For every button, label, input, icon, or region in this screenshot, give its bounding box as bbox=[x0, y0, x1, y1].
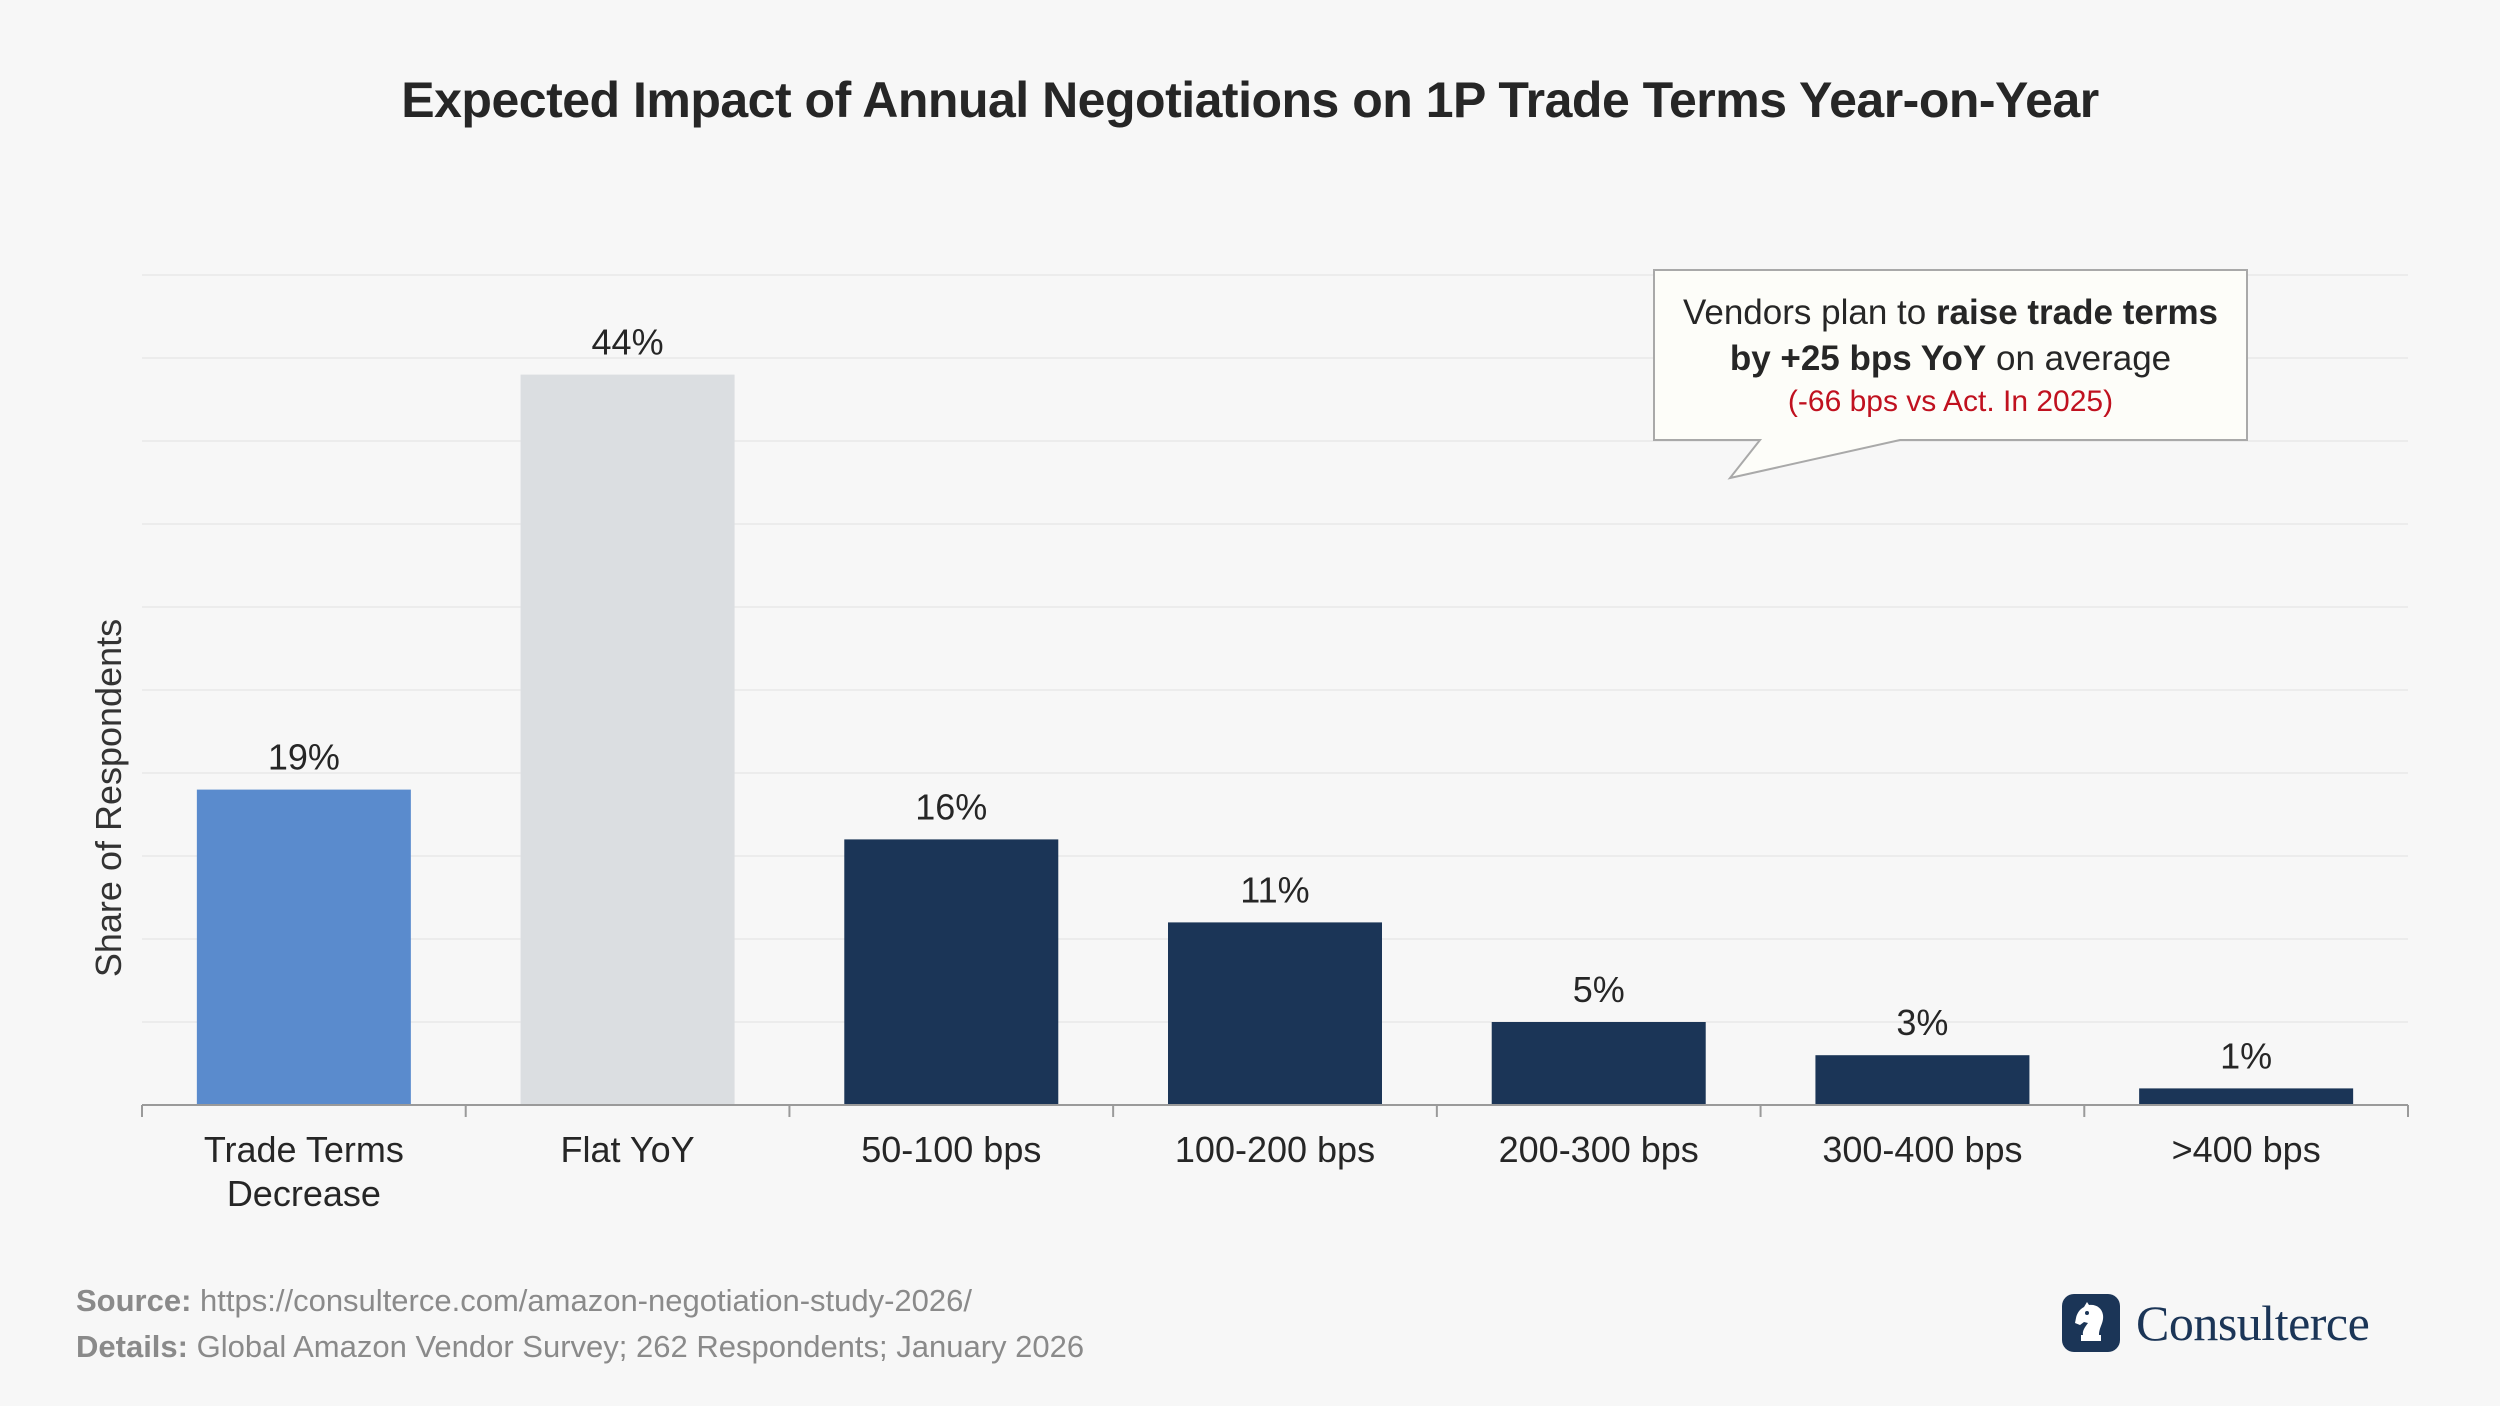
bar bbox=[1491, 1022, 1706, 1105]
source-link[interactable]: https://consulterce.com/amazon-negotiati… bbox=[191, 1283, 973, 1318]
x-tick-label: 50-100 bps bbox=[861, 1129, 1041, 1170]
callout: Vendors plan to raise trade terms by +25… bbox=[1654, 290, 2247, 422]
bars bbox=[196, 374, 2354, 1106]
bar bbox=[1168, 922, 1382, 1105]
data-label: 16% bbox=[915, 786, 987, 827]
callout-bubble bbox=[1653, 269, 2248, 480]
bar bbox=[520, 374, 735, 1106]
knight-chess-icon bbox=[2062, 1294, 2120, 1352]
x-tick-label: Decrease bbox=[227, 1173, 381, 1214]
bar bbox=[844, 839, 1059, 1105]
x-tick-label: 100-200 bps bbox=[1175, 1129, 1375, 1170]
x-tick-label: Trade Terms bbox=[204, 1129, 404, 1170]
data-label: 3% bbox=[1896, 1002, 1948, 1043]
callout-line-1: Vendors plan to raise trade terms bbox=[1682, 293, 2219, 332]
x-tick-label: 300-400 bps bbox=[1822, 1129, 2022, 1170]
x-tick-label: 200-300 bps bbox=[1499, 1129, 1699, 1170]
bar bbox=[1815, 1055, 2030, 1105]
details-line: Details: Global Amazon Vendor Survey; 26… bbox=[76, 1329, 1085, 1364]
bar bbox=[2139, 1088, 2354, 1105]
data-labels: 19% 44% 16% 11% 5% 3% 1% bbox=[268, 322, 2272, 1077]
x-tick-label: Flat YoY bbox=[561, 1129, 695, 1170]
x-tick-label: >400 bps bbox=[2172, 1129, 2321, 1170]
data-label: 11% bbox=[1240, 869, 1309, 910]
callout-line-3: (-66 bps vs Act. In 2025) bbox=[1787, 385, 2114, 418]
data-label: 5% bbox=[1573, 969, 1625, 1010]
data-label: 44% bbox=[592, 322, 664, 363]
bar bbox=[196, 789, 411, 1105]
data-label: 1% bbox=[2220, 1035, 2272, 1076]
chart-title: Expected Impact of Annual Negotiations o… bbox=[401, 72, 2099, 128]
source-line: Source: https://consulterce.com/amazon-n… bbox=[76, 1283, 973, 1318]
data-label: 19% bbox=[268, 737, 340, 778]
y-axis-label: Share of Respondents bbox=[88, 619, 129, 977]
brand-name: Consulterce bbox=[2136, 1295, 2370, 1351]
callout-line-2: by +25 bps YoY on average bbox=[1729, 339, 2172, 378]
brand-logo: Consulterce bbox=[2062, 1292, 2370, 1354]
footer: Source: https://consulterce.com/amazon-n… bbox=[76, 1278, 1084, 1370]
x-axis bbox=[141, 1104, 2409, 1117]
